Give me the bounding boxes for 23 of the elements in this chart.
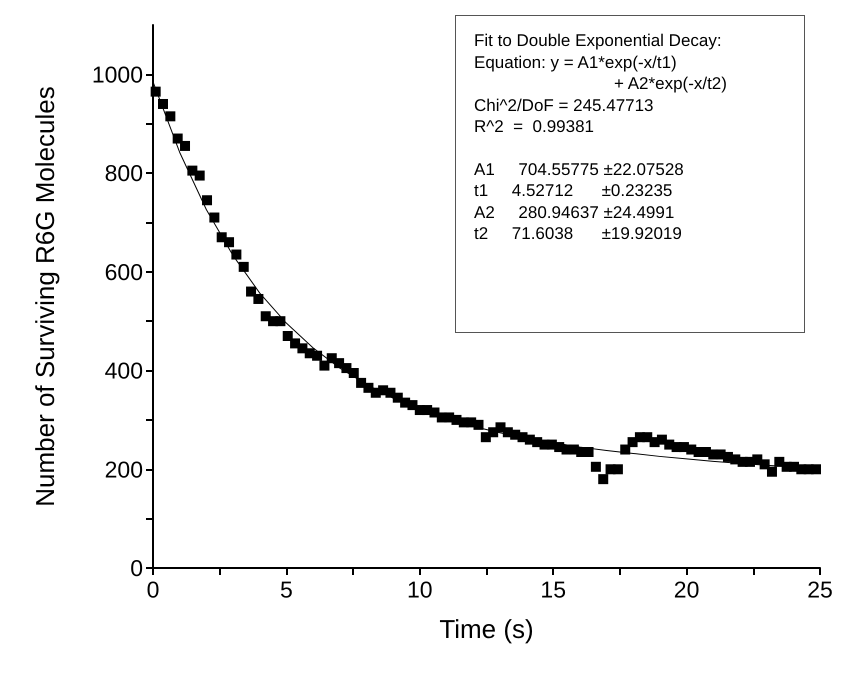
annotation: t2 71.6038 ±19.92019 (474, 223, 683, 244)
annotation: A2 280.94637 ±24.4991 (474, 202, 676, 223)
x-tick-label: 5 (280, 576, 293, 602)
annotation: A1 704.55775 ±22.07528 (474, 158, 685, 180)
annotation: t1 4.52712 ±0.23235 (474, 180, 674, 202)
annotation: Chi^2/DoF = 245.47713 (474, 94, 655, 116)
y-tick-label: 400 (104, 358, 143, 384)
y-tick-label: 200 (104, 456, 143, 482)
x-axis-title: Time (s) (439, 614, 534, 644)
y-tick-label: 600 (104, 258, 143, 285)
y-tick-label: 0 (130, 555, 143, 581)
x-tick-label: 10 (407, 576, 433, 602)
y-axis-title: Number of Surviving R6G Molecules (30, 86, 60, 507)
y-tick-label: 800 (104, 160, 143, 186)
x-tick-label: 0 (146, 576, 160, 602)
y-tick-label: 1000 (92, 61, 143, 88)
annotation: + A2*exp(-x/t2) (613, 73, 728, 94)
annotation: Equation: y = A1*exp(-x/t1) (474, 52, 678, 73)
x-tick-label: 15 (540, 576, 566, 602)
annotation: R^2 = 0.99381 (474, 116, 595, 138)
annotation: Fit to Double Exponential Decay: (474, 30, 723, 52)
x-tick-label: 25 (807, 576, 833, 602)
x-tick-label: 20 (674, 576, 700, 602)
